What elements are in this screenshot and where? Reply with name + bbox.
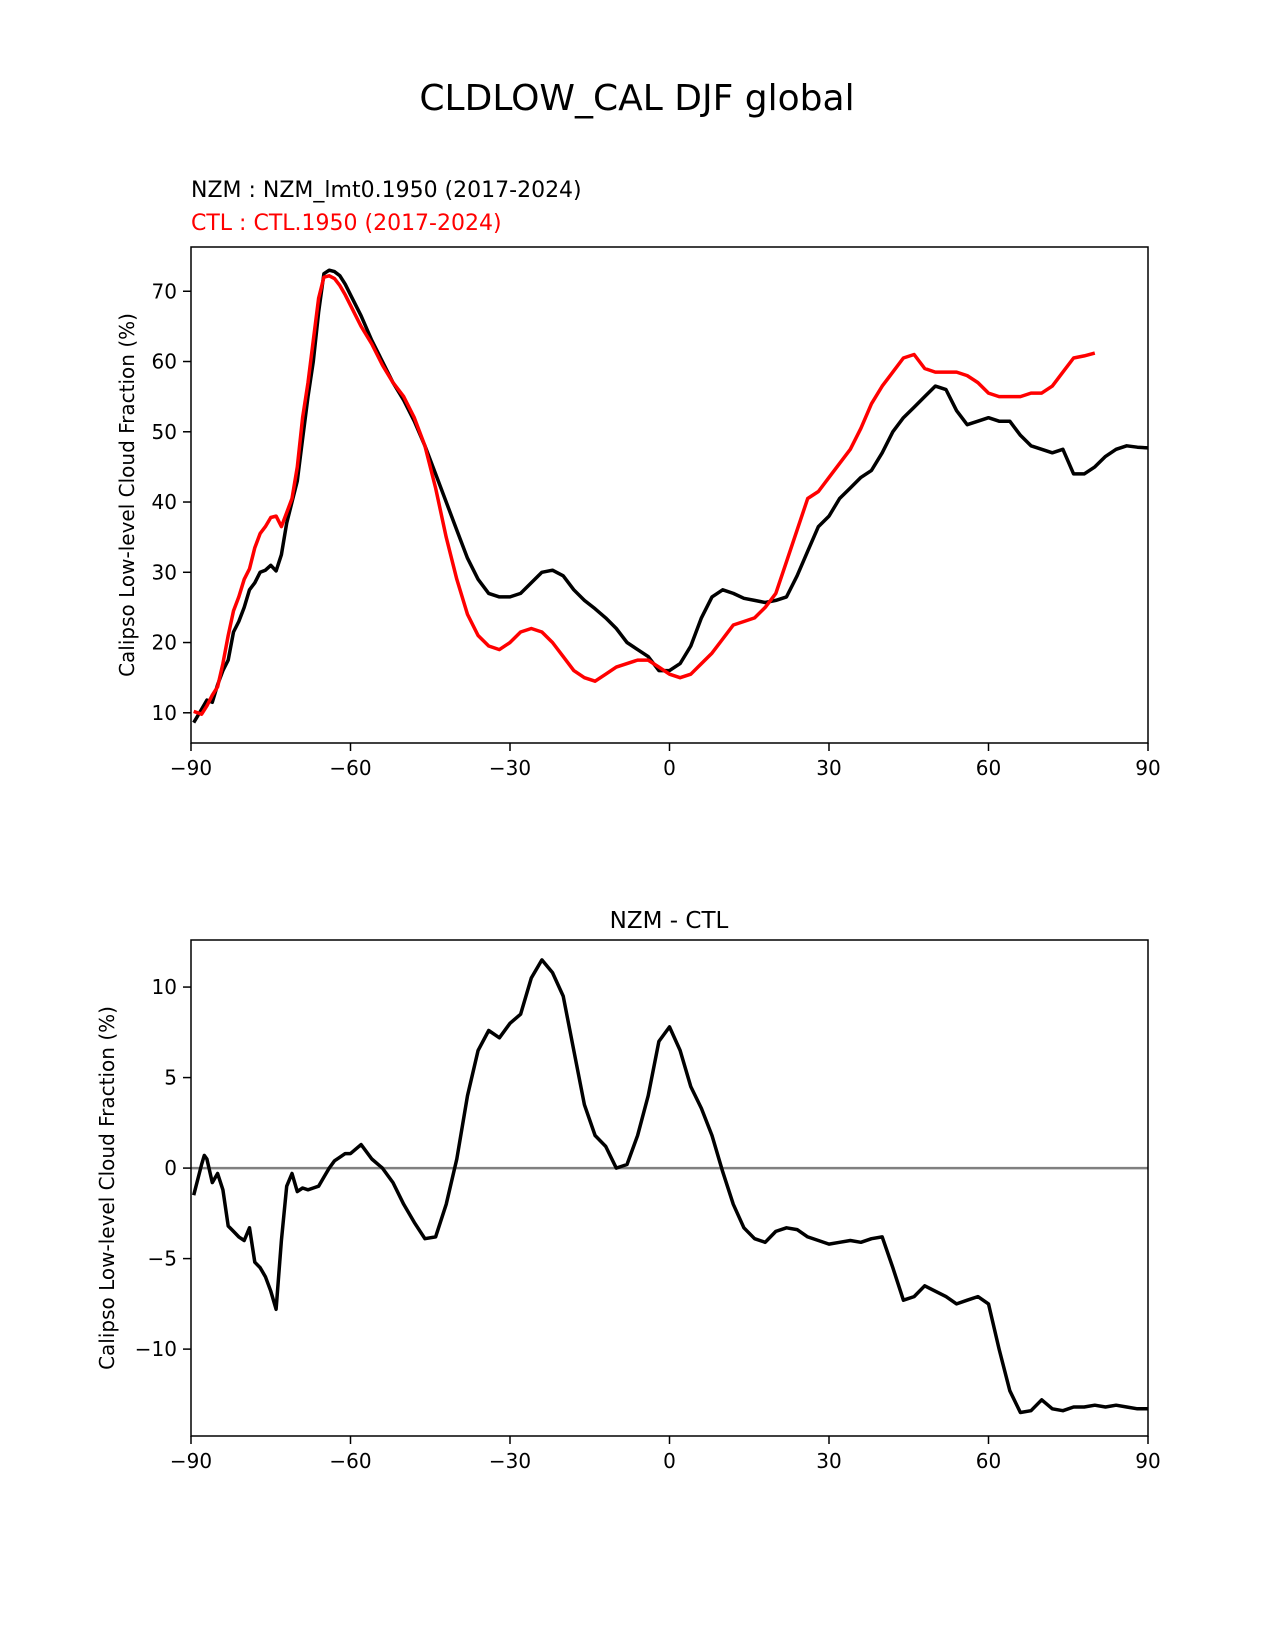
bottom-xtick-label: −60 xyxy=(329,1449,371,1473)
top-xtick-label: 90 xyxy=(1135,756,1160,780)
top-xtick-label: 60 xyxy=(976,756,1001,780)
top-xtick-label: −30 xyxy=(489,756,531,780)
top-xtick-label: −90 xyxy=(170,756,212,780)
top-ytick-label: 50 xyxy=(152,420,177,444)
top-xtick-label: −60 xyxy=(329,756,371,780)
suptitle: CLDLOW_CAL DJF global xyxy=(419,78,854,119)
bottom-ytick-label: −10 xyxy=(135,1337,177,1361)
legend-label-ctl: CTL : CTL.1950 (2017-2024) xyxy=(191,211,502,236)
bottom-panel: NZM - CTL −90 −60 −30 0 30 60 90 −10 −5 0 5 10 Cal… xyxy=(95,908,1161,1473)
bottom-ytick-label: 5 xyxy=(164,1066,177,1090)
top-series-line-nzm xyxy=(192,268,1149,724)
bottom-xtick-label: 0 xyxy=(663,1449,676,1473)
bottom-ylabel: Calipso Low-level Cloud Fraction (%) xyxy=(95,1006,119,1370)
bottom-xtick-label: 60 xyxy=(976,1449,1001,1473)
top-ytick-label: 30 xyxy=(152,560,177,584)
top-series-line-ctl xyxy=(193,274,1096,716)
top-ytick-label: 40 xyxy=(152,490,177,514)
top-ytick-label: 70 xyxy=(152,279,177,303)
top-ylabel: Calipso Low-level Cloud Fraction (%) xyxy=(115,313,139,677)
top-ytick-label: 20 xyxy=(152,631,177,655)
bottom-ytick-label: −5 xyxy=(148,1247,177,1271)
top-panel: NZM : NZM_lmt0.1950 (2017-2024) CTL : CT… xyxy=(115,178,1161,780)
bottom-series-line-diff xyxy=(192,958,1148,1415)
top-xtick-label: 0 xyxy=(663,756,676,780)
bottom-xtick-label: −30 xyxy=(489,1449,531,1473)
bottom-xtick-label: 30 xyxy=(816,1449,841,1473)
top-xtick-label: 30 xyxy=(816,756,841,780)
bottom-title: NZM - CTL xyxy=(610,908,729,934)
bottom-ytick-label: 0 xyxy=(164,1156,177,1180)
bottom-ytick-label: 10 xyxy=(152,975,177,999)
top-ytick-label: 60 xyxy=(152,350,177,374)
top-ytick-label: 10 xyxy=(152,701,177,725)
bottom-axes-frame xyxy=(190,939,1149,1437)
bottom-xtick-label: −90 xyxy=(170,1449,212,1473)
legend-label-nzm: NZM : NZM_lmt0.1950 (2017-2024) xyxy=(191,178,582,203)
bottom-xtick-label: 90 xyxy=(1135,1449,1160,1473)
